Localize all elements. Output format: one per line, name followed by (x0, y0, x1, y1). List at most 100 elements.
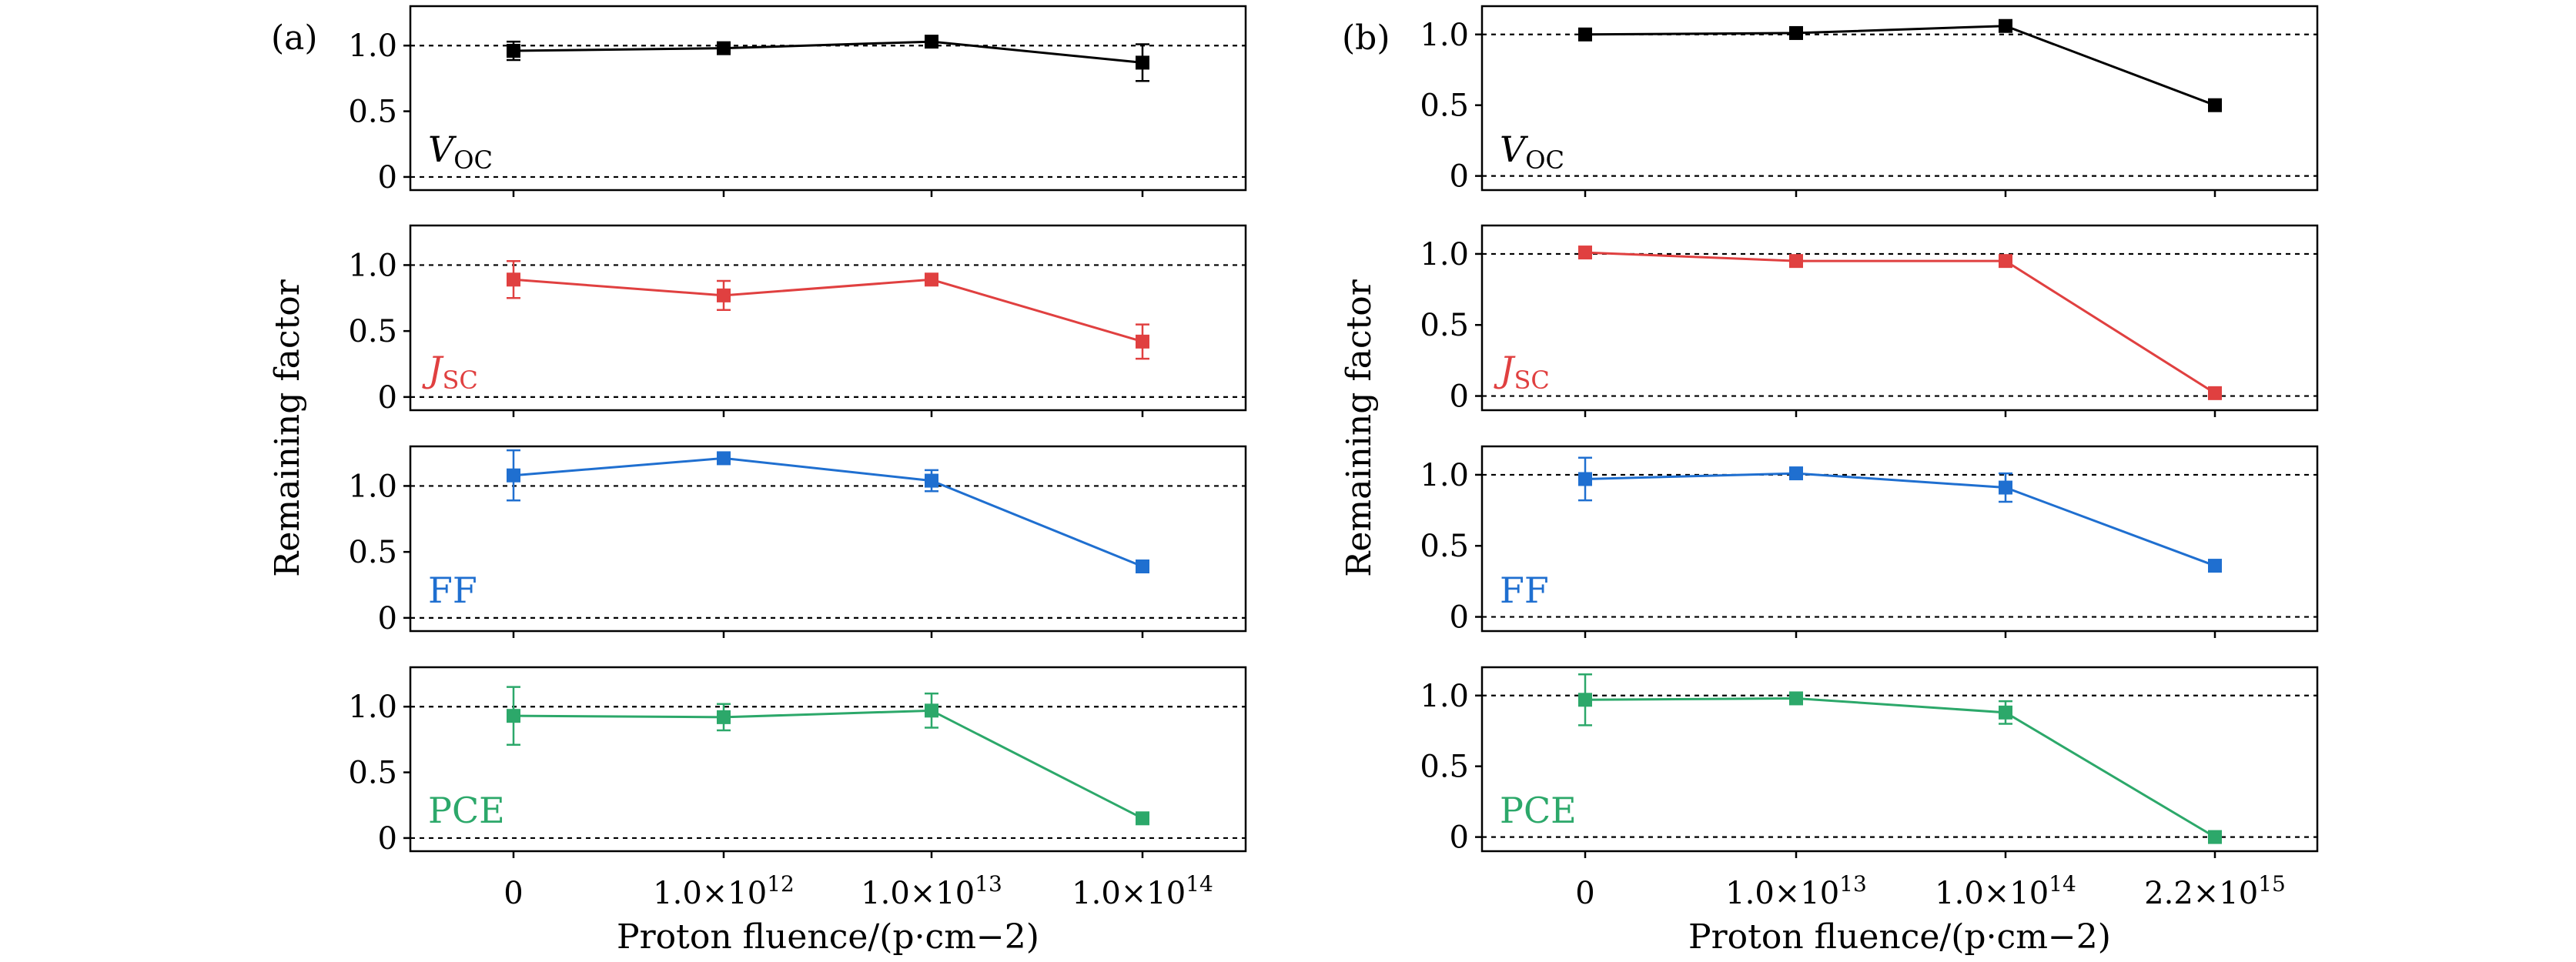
y-tick-label: 0.5 (348, 95, 397, 130)
data-point (925, 272, 938, 287)
x-tick-mantissa: 0 (503, 876, 523, 911)
panel-a: (a)Remaining factor00.51.0VOC00.51.0JSC0… (268, 5, 1247, 957)
y-tick-label: 0 (378, 160, 397, 195)
data-point (1999, 18, 2012, 33)
subplot-ff: 0 0.5 1.0 FF (1420, 445, 2319, 638)
data-point (717, 451, 731, 466)
data-point (717, 288, 731, 302)
y-tick-label: 0 (378, 601, 397, 636)
y-tick-label: 1.0 (348, 690, 397, 725)
series-line (513, 709, 1143, 820)
data-point (507, 468, 520, 483)
series-label: VOC (1500, 129, 1564, 175)
y-tick-label: 1.0 (1420, 18, 1469, 53)
y-tick-label: 0.5 (1420, 89, 1469, 124)
plot-frame (1480, 445, 2319, 633)
data-point (925, 35, 938, 49)
x-tick-exponent: 12 (767, 871, 795, 897)
x-tick-label: 2.2×1015 (2144, 871, 2286, 911)
series-label: JSC (1494, 349, 1550, 395)
data-point (2208, 559, 2222, 573)
x-tick-label: 0 (1575, 876, 1594, 911)
subplot-voc: 0 0.5 1.0 VOC (1420, 5, 2319, 197)
data-point (1136, 55, 1149, 70)
plot-frame (409, 224, 1247, 412)
y-tick-label: 0 (1450, 159, 1469, 195)
data-point (1789, 25, 1803, 40)
series-line (513, 278, 1143, 343)
data-point (925, 703, 938, 718)
data-point (1789, 691, 1803, 706)
x-tick-label: 1.0×1013 (1725, 871, 1867, 911)
series-label-main: PCE (428, 790, 505, 831)
data-point (1578, 472, 1592, 486)
series-label: PCE (428, 790, 505, 831)
x-tick-exponent: 13 (975, 871, 1002, 897)
series-label-main: J (422, 349, 444, 390)
series-label-main: J (1494, 349, 1516, 390)
data-point (1136, 334, 1149, 349)
y-axis-label: Remaining factor (268, 279, 307, 576)
plot-frame (1480, 5, 2319, 192)
plot-frame (409, 5, 1247, 192)
subplot-voc: 0 0.5 1.0 VOC (348, 5, 1247, 197)
x-tick-label: 1.0×1013 (861, 871, 1002, 911)
y-tick-label: 0.5 (1420, 308, 1469, 343)
x-tick-mantissa: 1.0×10 (1725, 876, 1839, 911)
series-label: FF (1500, 570, 1549, 611)
series-label-main: FF (428, 570, 477, 611)
data-point (1578, 27, 1592, 42)
y-tick-label: 1.0 (348, 469, 397, 504)
data-point (1136, 811, 1149, 826)
x-tick-mantissa: 1.0×10 (1935, 876, 2049, 911)
subplot-jsc: 0 0.5 1.0 JSC (348, 224, 1247, 417)
y-tick-label: 0 (378, 380, 397, 416)
series-label-main: FF (1500, 570, 1549, 611)
data-point (2208, 830, 2222, 844)
y-tick-label: 1.0 (348, 28, 397, 64)
data-point (2208, 386, 2222, 400)
data-point (2208, 98, 2222, 112)
x-tick-label: 1.0×1014 (1935, 871, 2076, 911)
y-tick-label: 0.5 (1420, 750, 1469, 785)
series-line (1584, 696, 2216, 838)
data-point (717, 41, 731, 55)
plot-frame (1480, 666, 2319, 853)
x-tick-exponent: 14 (2049, 871, 2076, 897)
series-label: VOC (428, 129, 493, 175)
data-point (1999, 480, 2012, 495)
data-point (925, 473, 938, 488)
series-label-sub: OC (453, 145, 493, 175)
data-point (1999, 254, 2012, 269)
series-label-main: V (428, 129, 457, 170)
y-tick-label: 1.0 (1420, 237, 1469, 272)
series-label-main: V (1500, 129, 1529, 170)
plot-frame (409, 666, 1247, 853)
y-axis-label: Remaining factor (1340, 279, 1379, 576)
x-tick-mantissa: 1.0×10 (1072, 876, 1186, 911)
data-point (507, 44, 520, 58)
series-line (513, 40, 1143, 64)
y-tick-label: 0.5 (348, 535, 397, 570)
series-line (1584, 251, 2216, 395)
y-tick-label: 0.5 (348, 756, 397, 791)
y-tick-label: 0 (1450, 379, 1469, 415)
data-point (507, 272, 520, 287)
plot-frame (409, 445, 1247, 633)
subplot-pce: 0 0.5 1.0 PCE (348, 666, 1247, 858)
x-axis-label: Proton fluence/(p·cm−2) (617, 917, 1039, 957)
y-tick-label: 1.0 (348, 248, 397, 283)
y-tick-label: 0 (1450, 600, 1469, 636)
series-label-sub: SC (1514, 366, 1549, 395)
y-tick-label: 0 (1450, 820, 1469, 856)
x-tick-mantissa: 1.0×10 (653, 876, 767, 911)
x-tick-exponent: 13 (1839, 871, 1867, 897)
series-label-sub: OC (1525, 145, 1564, 175)
x-tick-mantissa: 2.2×10 (2144, 876, 2258, 911)
panel-label: (b) (1342, 18, 1390, 58)
data-point (717, 710, 731, 724)
data-point (1578, 246, 1592, 260)
x-tick-label: 1.0×1012 (653, 871, 795, 911)
data-point (1999, 705, 2012, 720)
